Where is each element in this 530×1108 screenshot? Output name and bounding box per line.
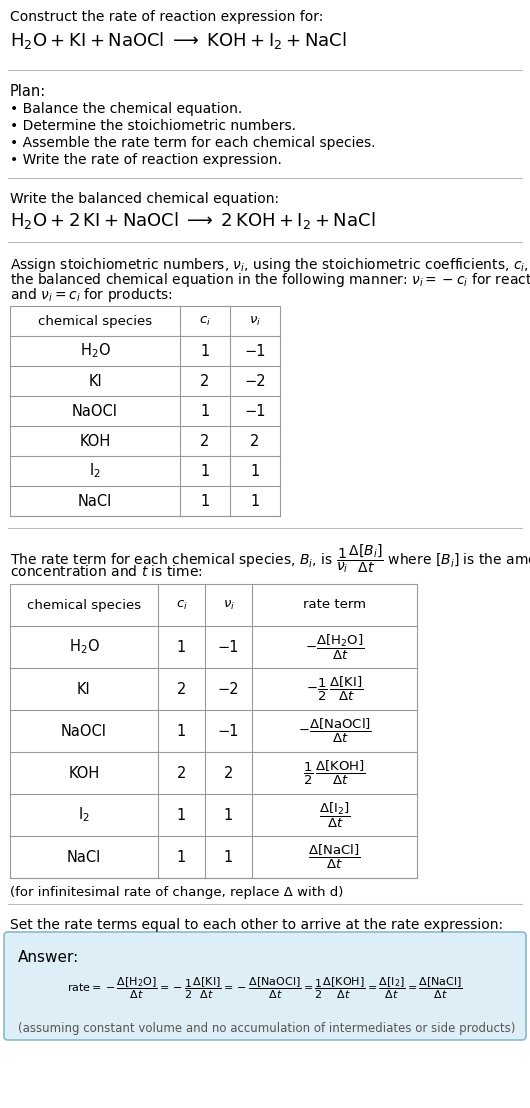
Text: $-\dfrac{\Delta[\mathrm{NaOCl}]}{\Delta t}$: $-\dfrac{\Delta[\mathrm{NaOCl}]}{\Delta … — [297, 717, 372, 745]
Text: 1: 1 — [224, 850, 233, 864]
Text: KOH: KOH — [80, 433, 111, 449]
Text: $\mathrm{H_2O + 2\,KI + NaOCl} \;\longrightarrow\; \mathrm{2\,KOH + I_2 + NaCl}$: $\mathrm{H_2O + 2\,KI + NaOCl} \;\longri… — [10, 211, 375, 230]
Bar — [10, 584, 417, 878]
Text: $\nu_i$: $\nu_i$ — [249, 315, 261, 328]
Text: −1: −1 — [218, 639, 239, 655]
Text: −1: −1 — [244, 403, 266, 419]
Text: and $\nu_i = c_i$ for products:: and $\nu_i = c_i$ for products: — [10, 286, 173, 304]
Text: concentration and $t$ is time:: concentration and $t$ is time: — [10, 564, 202, 579]
Text: (assuming constant volume and no accumulation of intermediates or side products): (assuming constant volume and no accumul… — [18, 1022, 515, 1035]
Text: 1: 1 — [177, 724, 186, 739]
Text: NaCl: NaCl — [67, 850, 101, 864]
Text: 1: 1 — [250, 493, 260, 509]
Text: NaOCl: NaOCl — [72, 403, 118, 419]
Text: 1: 1 — [224, 808, 233, 822]
Text: $c_i$: $c_i$ — [175, 598, 188, 612]
Text: 1: 1 — [200, 403, 210, 419]
Text: 2: 2 — [200, 433, 210, 449]
Text: • Assemble the rate term for each chemical species.: • Assemble the rate term for each chemic… — [10, 136, 375, 150]
Text: $\mathrm{rate} = -\dfrac{\Delta[\mathrm{H_2O}]}{\Delta t} = -\dfrac{1}{2}\dfrac{: $\mathrm{rate} = -\dfrac{\Delta[\mathrm{… — [67, 975, 463, 1001]
Text: −1: −1 — [218, 724, 239, 739]
Text: $\dfrac{\Delta[\mathrm{I_2}]}{\Delta t}$: $\dfrac{\Delta[\mathrm{I_2}]}{\Delta t}$ — [319, 800, 350, 830]
Text: $-\dfrac{\Delta[\mathrm{H_2O}]}{\Delta t}$: $-\dfrac{\Delta[\mathrm{H_2O}]}{\Delta t… — [305, 633, 364, 661]
Text: Plan:: Plan: — [10, 84, 46, 99]
Text: 1: 1 — [200, 493, 210, 509]
Text: −2: −2 — [244, 373, 266, 389]
Text: $\dfrac{\Delta[\mathrm{NaCl}]}{\Delta t}$: $\dfrac{\Delta[\mathrm{NaCl}]}{\Delta t}… — [308, 843, 361, 871]
Text: 2: 2 — [224, 766, 233, 780]
Text: the balanced chemical equation in the following manner: $\nu_i = -c_i$ for react: the balanced chemical equation in the fo… — [10, 271, 530, 289]
Text: • Determine the stoichiometric numbers.: • Determine the stoichiometric numbers. — [10, 119, 296, 133]
Text: Assign stoichiometric numbers, $\nu_i$, using the stoichiometric coefficients, $: Assign stoichiometric numbers, $\nu_i$, … — [10, 256, 530, 274]
Text: 1: 1 — [200, 463, 210, 479]
Text: NaOCl: NaOCl — [61, 724, 107, 739]
Text: $\mathrm{H_2O}$: $\mathrm{H_2O}$ — [68, 637, 100, 656]
Text: $\dfrac{1}{2}\,\dfrac{\Delta[\mathrm{KOH}]}{\Delta t}$: $\dfrac{1}{2}\,\dfrac{\Delta[\mathrm{KOH… — [303, 759, 366, 787]
Bar — [10, 306, 280, 516]
Text: 1: 1 — [250, 463, 260, 479]
Text: chemical species: chemical species — [27, 598, 141, 612]
Text: −2: −2 — [218, 681, 240, 697]
Text: • Balance the chemical equation.: • Balance the chemical equation. — [10, 102, 242, 116]
Text: KI: KI — [88, 373, 102, 389]
Text: $c_i$: $c_i$ — [199, 315, 211, 328]
Text: KI: KI — [77, 681, 91, 697]
Text: 2: 2 — [250, 433, 260, 449]
Text: • Write the rate of reaction expression.: • Write the rate of reaction expression. — [10, 153, 282, 167]
Text: $\mathrm{H_2O}$: $\mathrm{H_2O}$ — [80, 341, 110, 360]
Text: Construct the rate of reaction expression for:: Construct the rate of reaction expressio… — [10, 10, 323, 24]
Text: 2: 2 — [177, 766, 186, 780]
Text: (for infinitesimal rate of change, replace Δ with d): (for infinitesimal rate of change, repla… — [10, 886, 343, 899]
Text: 2: 2 — [200, 373, 210, 389]
Text: NaCl: NaCl — [78, 493, 112, 509]
Text: 1: 1 — [200, 343, 210, 359]
Text: KOH: KOH — [68, 766, 100, 780]
Text: −1: −1 — [244, 343, 266, 359]
Text: 2: 2 — [177, 681, 186, 697]
Text: $-\dfrac{1}{2}\,\dfrac{\Delta[\mathrm{KI}]}{\Delta t}$: $-\dfrac{1}{2}\,\dfrac{\Delta[\mathrm{KI… — [306, 675, 363, 704]
Text: 1: 1 — [177, 850, 186, 864]
Text: $\mathrm{I_2}$: $\mathrm{I_2}$ — [89, 462, 101, 481]
Text: chemical species: chemical species — [38, 315, 152, 328]
Text: Answer:: Answer: — [18, 950, 80, 965]
Text: 1: 1 — [177, 808, 186, 822]
Text: Write the balanced chemical equation:: Write the balanced chemical equation: — [10, 192, 279, 206]
Text: 1: 1 — [177, 639, 186, 655]
Text: $\mathrm{I_2}$: $\mathrm{I_2}$ — [78, 806, 90, 824]
Text: Set the rate terms equal to each other to arrive at the rate expression:: Set the rate terms equal to each other t… — [10, 919, 503, 932]
Text: $\mathrm{H_2O + KI + NaOCl} \;\longrightarrow\; \mathrm{KOH + I_2 + NaCl}$: $\mathrm{H_2O + KI + NaOCl} \;\longright… — [10, 30, 347, 51]
Text: $\nu_i$: $\nu_i$ — [223, 598, 234, 612]
Text: rate term: rate term — [303, 598, 366, 612]
FancyBboxPatch shape — [4, 932, 526, 1040]
Text: The rate term for each chemical species, $B_i$, is $\dfrac{1}{\nu_i}\dfrac{\Delt: The rate term for each chemical species,… — [10, 542, 530, 575]
